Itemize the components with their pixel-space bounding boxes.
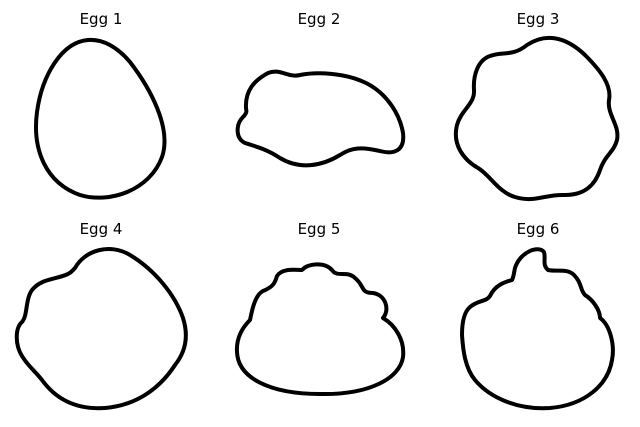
egg-6-outline <box>460 247 615 411</box>
panel-title-egg-6: Egg 6 <box>517 220 560 238</box>
egg-4-outline <box>14 247 188 411</box>
panel-title-egg-1: Egg 1 <box>80 10 123 28</box>
panel-title-egg-3: Egg 3 <box>517 10 560 28</box>
panel-egg-1: Egg 1 <box>34 10 167 200</box>
egg-1-outline <box>34 37 167 200</box>
panel-egg-4: Egg 4 <box>14 220 188 411</box>
egg-5-outline <box>234 262 406 397</box>
panel-title-egg-4: Egg 4 <box>80 220 123 238</box>
panel-egg-5: Egg 5 <box>234 220 406 397</box>
panel-title-egg-5: Egg 5 <box>298 220 341 238</box>
panel-egg-6: Egg 6 <box>460 220 615 411</box>
panel-egg-3: Egg 3 <box>453 10 620 202</box>
panel-egg-2: Egg 2 <box>235 10 406 168</box>
egg-2-outline <box>235 69 406 168</box>
panel-title-egg-2: Egg 2 <box>298 10 341 28</box>
egg-3-outline <box>453 35 620 202</box>
